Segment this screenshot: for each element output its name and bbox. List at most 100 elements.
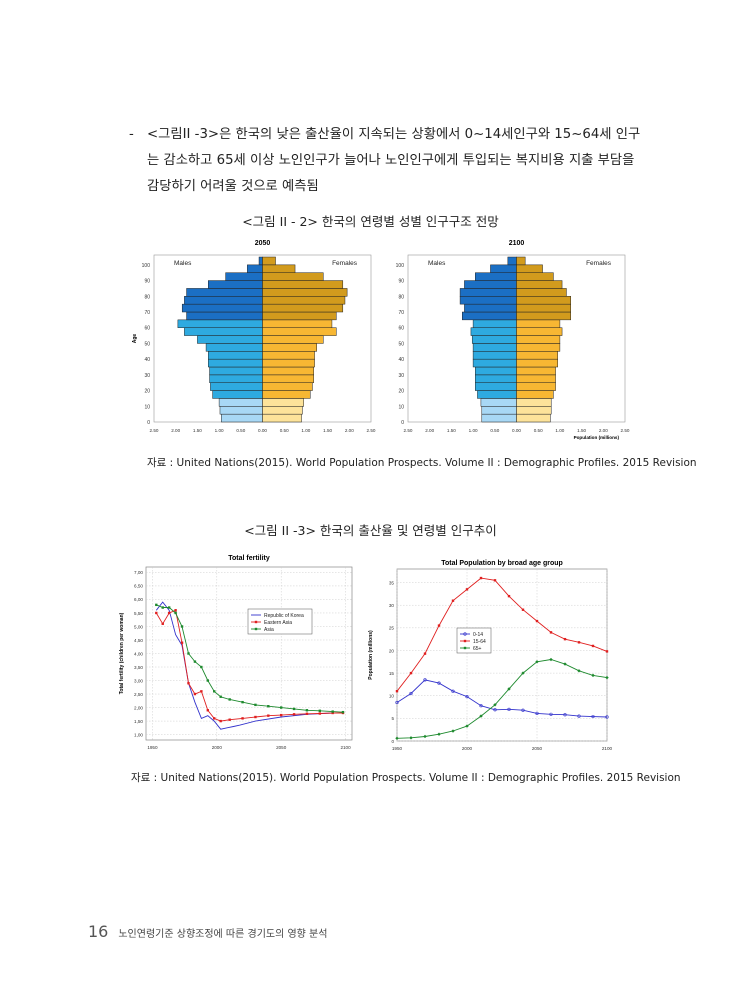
y-tick-label: 25 [389, 626, 395, 631]
data-point [267, 714, 270, 717]
data-point [228, 718, 231, 721]
x-tick-label: 2050 [532, 746, 543, 751]
y-tick-label: 80 [398, 294, 404, 300]
male-bar-35-39 [472, 358, 517, 368]
data-point [341, 710, 345, 714]
data-point [549, 712, 553, 716]
data-point [423, 652, 427, 655]
data-point [241, 717, 244, 720]
x-tick-label: 2.00 [599, 428, 608, 433]
female-bar-100+ [262, 256, 276, 266]
pyramid-2050-chart: 2050 0 10 20 30 40 50 60 70 80 90 100 2.50 2.00 1.50 1.… [132, 240, 376, 433]
data-point [213, 690, 216, 693]
female-bar-45-49 [516, 343, 561, 352]
female-bar-5-9 [516, 406, 552, 415]
data-point [187, 652, 190, 655]
data-point [605, 675, 609, 680]
y-tick-label: 90 [398, 279, 404, 285]
females-label: Females [332, 260, 358, 267]
data-point [213, 717, 216, 720]
female-bar-55-59 [516, 327, 563, 336]
y-tick-label: 15 [389, 671, 395, 676]
figure2-source: 자료 : United Nations(2015). World Populat… [131, 772, 681, 784]
male-bar-20-24 [475, 382, 517, 391]
y-tick-label: 50 [144, 341, 150, 347]
data-point [267, 705, 270, 708]
male-bar-80-84 [459, 288, 517, 297]
data-point [167, 606, 171, 609]
chart-title: Total fertility [228, 555, 270, 562]
y-tick-label: 60 [144, 326, 150, 332]
data-point [180, 625, 184, 628]
x-tick-label: 1.00 [555, 428, 564, 433]
female-bar-80-84 [262, 288, 348, 297]
female-bar-5-9 [262, 406, 303, 415]
female-bar-0-4 [262, 413, 302, 423]
male-bar-80-84 [186, 288, 263, 297]
female-bar-70-74 [262, 303, 344, 313]
data-point [577, 669, 581, 673]
data-point [161, 622, 164, 625]
data-point [409, 671, 413, 675]
data-point [219, 695, 222, 698]
x-tick-label: 0.50 [490, 428, 499, 433]
series-line-0-14 [396, 679, 608, 718]
x-tick-label: 1.50 [577, 428, 586, 433]
y-tick-label: 80 [144, 294, 150, 300]
male-bar-5-9 [219, 406, 263, 415]
figure1-source: 자료 : United Nations(2015). World Populat… [147, 457, 697, 469]
y-axis-label: Population (millions) [368, 630, 374, 680]
series-line-Republic of Korea [155, 601, 343, 730]
data-point [493, 708, 497, 712]
data-point [577, 641, 581, 644]
footer-title: 노인연령기준 상향조정에 따른 경기도의 영향 분석 [118, 929, 328, 940]
y-tick-label: 4,00 [134, 651, 143, 656]
y-tick-label: 0 [391, 739, 394, 744]
male-bar-15-19 [477, 390, 517, 399]
x-tick-label: 0.50 [280, 428, 289, 433]
female-bar-85-89 [516, 280, 563, 289]
x-tick-label: 2.50 [367, 428, 376, 433]
data-point [279, 706, 283, 709]
y-tick-label: 5,00 [134, 624, 143, 629]
male-bar-65-69 [462, 311, 517, 321]
legend-label: Republic of Korea [264, 613, 304, 619]
data-point [155, 611, 158, 615]
y-tick-label: 2,00 [134, 705, 143, 710]
female-bar-25-29 [516, 374, 556, 383]
y-tick-label: 0 [401, 420, 404, 426]
data-point [161, 606, 164, 609]
data-point [521, 708, 525, 712]
data-point [305, 712, 309, 715]
male-bar-75-79 [184, 296, 263, 305]
data-point [200, 690, 203, 693]
chart-title: 2100 [509, 240, 525, 247]
y-tick-label: 1,50 [134, 719, 143, 724]
data-point [187, 682, 190, 685]
data-point [507, 707, 511, 711]
legend-marker [463, 632, 467, 636]
female-bar-65-69 [262, 311, 337, 321]
y-tick-label: 10 [389, 694, 395, 699]
y-tick-label: 6,00 [134, 597, 143, 602]
data-point [206, 709, 209, 712]
chart-title: 2050 [255, 240, 271, 247]
data-point [563, 637, 567, 641]
x-tick-label: 1.00 [215, 428, 224, 433]
data-point [193, 660, 197, 663]
female-bar-35-39 [262, 358, 315, 368]
y-tick-label: 5,50 [134, 611, 143, 616]
female-bar-70-74 [516, 303, 571, 313]
x-tick-label: 1.00 [301, 428, 310, 433]
y-tick-label: 10 [144, 404, 150, 410]
male-bar-20-24 [210, 382, 263, 391]
x-tick-label: 0.00 [258, 428, 267, 433]
x-tick-label: 2100 [602, 746, 613, 751]
data-point [174, 611, 177, 615]
x-tick-label: 2000 [462, 746, 473, 751]
data-point [605, 715, 609, 719]
male-bar-0-4 [481, 413, 517, 423]
data-point [395, 690, 399, 693]
data-point [395, 700, 399, 705]
female-bar-10-14 [516, 398, 552, 407]
